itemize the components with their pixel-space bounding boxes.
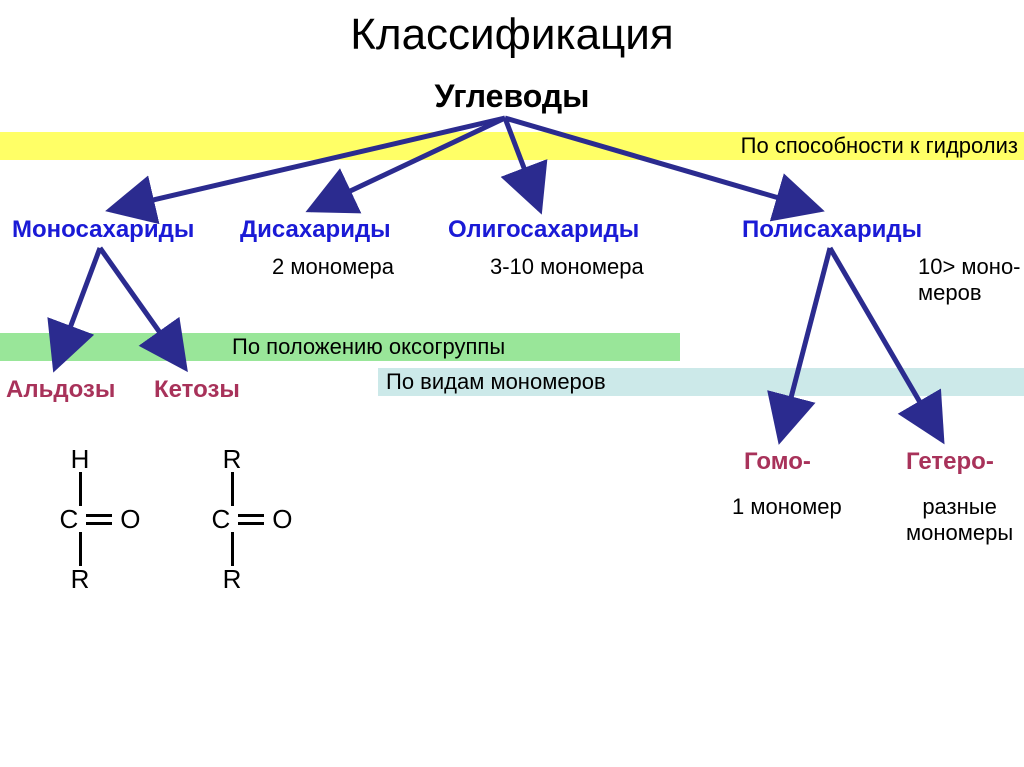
root-node: Углеводы: [0, 78, 1024, 115]
chem-aldose-c: C: [59, 506, 78, 532]
node-polysaccharides: Полисахариды: [742, 216, 922, 244]
sub-hetero: разные мономеры: [906, 494, 1013, 546]
page-title: Классификация: [0, 10, 1024, 60]
node-oligosaccharides: Олигосахариды: [448, 216, 639, 244]
sub-oligosaccharides: 3-10 мономера: [490, 254, 644, 280]
chem-ketose-bottom: R: [152, 566, 312, 592]
band-monomers: По видам мономеров: [378, 368, 1024, 396]
arrow-poly-homo: [780, 248, 830, 440]
node-homo: Гомо-: [744, 448, 811, 476]
sub-polysaccharides: 10> моно- меров: [918, 254, 1021, 306]
chem-aldose-o: O: [120, 506, 140, 532]
sub-disaccharides: 2 мономера: [272, 254, 394, 280]
node-aldoses: Альдозы: [6, 376, 115, 404]
band-hydrolysis: По способности к гидролиз: [0, 132, 1024, 160]
band-oxogroup-label: По положению оксогруппы: [232, 334, 505, 360]
chem-aldose: H C O R: [40, 446, 160, 592]
node-hetero: Гетеро-: [906, 448, 994, 476]
band-oxogroup: По положению оксогруппы: [0, 333, 680, 361]
node-ketoses: Кетозы: [154, 376, 240, 404]
sub-homo: 1 мономер: [732, 494, 842, 520]
chem-ketose-o: O: [272, 506, 292, 532]
band-monomers-label: По видам мономеров: [386, 369, 606, 395]
node-monosaccharides: Моносахариды: [12, 216, 194, 244]
chem-aldose-top: H: [0, 446, 160, 472]
node-disaccharides: Дисахариды: [240, 216, 391, 244]
chem-ketose-top: R: [152, 446, 312, 472]
chem-ketose-c: C: [211, 506, 230, 532]
chem-ketose: R C O R: [192, 446, 312, 592]
chem-aldose-bottom: R: [0, 566, 160, 592]
band-hydrolysis-label: По способности к гидролиз: [741, 133, 1018, 159]
